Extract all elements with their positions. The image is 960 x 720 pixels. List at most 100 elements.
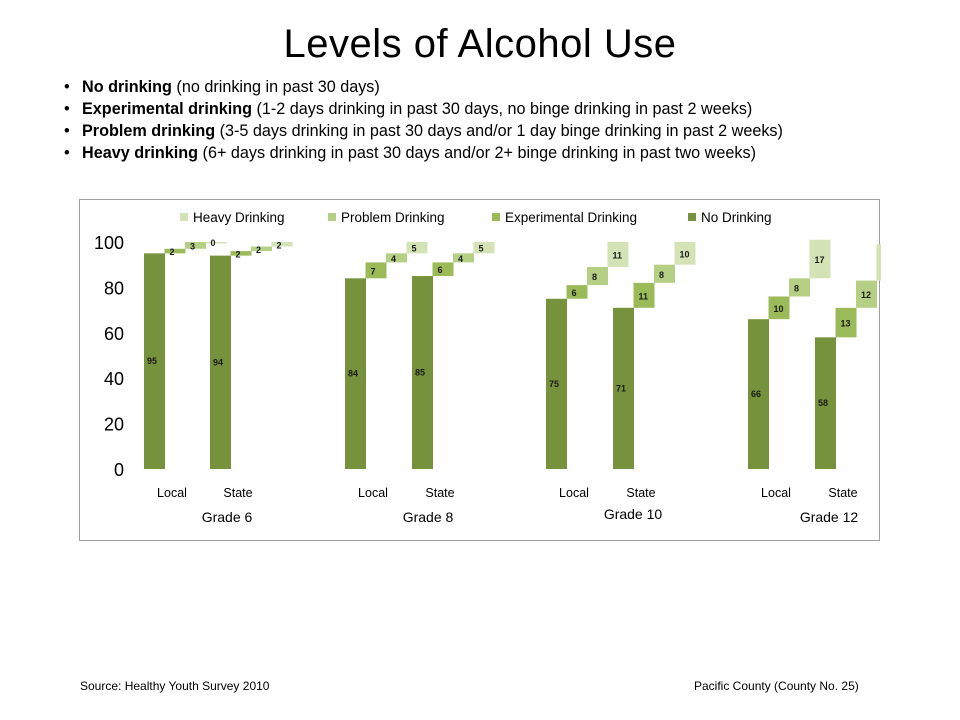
category-label: Local [358,486,388,500]
legend-swatch [492,213,500,221]
bar-segment [386,253,407,263]
definition-item: • Problem drinking (3-5 days drinking in … [64,120,954,142]
data-label: 75 [549,379,559,389]
bar-segment [876,244,881,281]
bar-segment [768,296,790,320]
data-label: 5 [412,244,417,254]
data-label: 7 [371,266,376,276]
y-tick-label: 20 [104,415,124,435]
data-label: 6 [438,265,443,275]
bar-segment [633,282,655,308]
bullet-icon: • [64,100,70,118]
data-label: 58 [818,398,828,408]
bar-segment [613,307,634,469]
bar-segment [748,319,769,469]
y-tick-label: 80 [104,278,124,298]
legend-label: Problem Drinking [341,210,445,225]
group-label: Grade 8 [403,509,454,525]
category-label: State [223,486,252,500]
category-label: Local [157,486,187,500]
bar-segment [453,253,474,263]
bar-segment [164,248,186,254]
category-label: State [828,486,857,500]
data-label: 84 [348,369,358,379]
data-label: 10 [680,249,690,259]
data-label: 11 [613,250,623,260]
y-tick-label: 60 [104,324,124,344]
bullet-icon: • [64,122,70,140]
bar-segment [412,276,433,469]
data-label: 5 [479,244,484,254]
data-label: 4 [391,254,396,264]
bar-segment [251,246,272,252]
data-label: 11 [639,291,649,301]
data-label: 2 [170,247,175,257]
bar-segment [205,242,227,244]
bar-segment [815,337,836,469]
bar-segment [546,298,567,469]
bar-segment [210,255,231,469]
bar-segment [789,278,810,297]
definition-item: • No drinking (no drinking in past 30 day… [64,76,954,98]
data-label: 95 [147,356,157,366]
bar-segment [473,242,495,254]
data-label: 12 [861,290,871,300]
footer-county: Pacific County (County No. 25) [694,679,859,693]
definition-name: No drinking [82,78,172,96]
bullet-icon: • [64,78,70,96]
category-label: State [626,486,655,500]
bar-segment [607,242,629,267]
data-label: 66 [751,389,761,399]
legend-label: Experimental Drinking [505,210,637,225]
category-label: State [425,486,454,500]
legend-swatch [688,213,696,221]
y-tick-label: 100 [94,233,124,253]
bar-segment [185,242,206,249]
data-label: 17 [815,255,825,265]
alcohol-use-chart: 0 20 40 60 80 100 Heavy Drinking Problem Drinki… [94,210,881,525]
bar-segment [674,242,696,265]
definition-name: Problem drinking [82,122,216,140]
bar-segment [230,251,252,256]
bar-segment [856,280,877,308]
data-label: 8 [794,283,799,293]
bar-segment [271,242,293,247]
data-label: 4 [458,254,463,264]
bar-segment [566,285,588,299]
data-label: 6 [572,288,577,298]
definitions-list: • No drinking (no drinking in past 30 day… [64,76,954,164]
data-label: 2 [277,240,282,250]
legend-label: Heavy Drinking [193,210,285,225]
category-label: Local [559,486,589,500]
data-label: 85 [415,368,425,378]
bullet-icon: • [64,144,70,162]
bar-segment [835,307,857,338]
bar-segment [345,278,366,469]
data-label: 71 [616,383,626,393]
data-label: 13 [841,319,851,329]
data-label: 0 [211,238,216,248]
data-label: 10 [774,304,784,314]
data-label: 94 [213,357,223,367]
bar-segment [144,253,165,469]
definition-name: Experimental drinking [82,100,253,118]
data-label: 3 [190,241,195,251]
group-label: Grade 6 [202,509,253,525]
definition-detail: (6+ days drinking in past 30 days and/or… [198,144,756,162]
definition-detail: (no drinking in past 30 days) [171,78,380,96]
definition-detail: (1-2 days drinking in past 30 days, no b… [252,100,753,118]
bar-segment [654,264,675,283]
bar-segment [809,239,831,279]
definition-item: • Experimental drinking (1-2 days drinkin… [64,98,954,120]
data-label: 2 [256,245,261,255]
definition-item: • Heavy drinking (6+ days drinking in pas… [64,142,954,164]
bar-segment [432,262,454,277]
chart-frame: 0 20 40 60 80 100 Heavy Drinking Problem Drinki… [79,199,881,541]
y-tick-label: 40 [104,369,124,389]
category-label: Local [761,486,791,500]
legend-swatch [180,213,188,221]
group-label: Grade 12 [800,509,859,525]
definition-detail: (3-5 days drinking in past 30 days and/o… [215,122,783,140]
data-label: 8 [659,270,664,280]
legend-label: No Drinking [701,210,772,225]
